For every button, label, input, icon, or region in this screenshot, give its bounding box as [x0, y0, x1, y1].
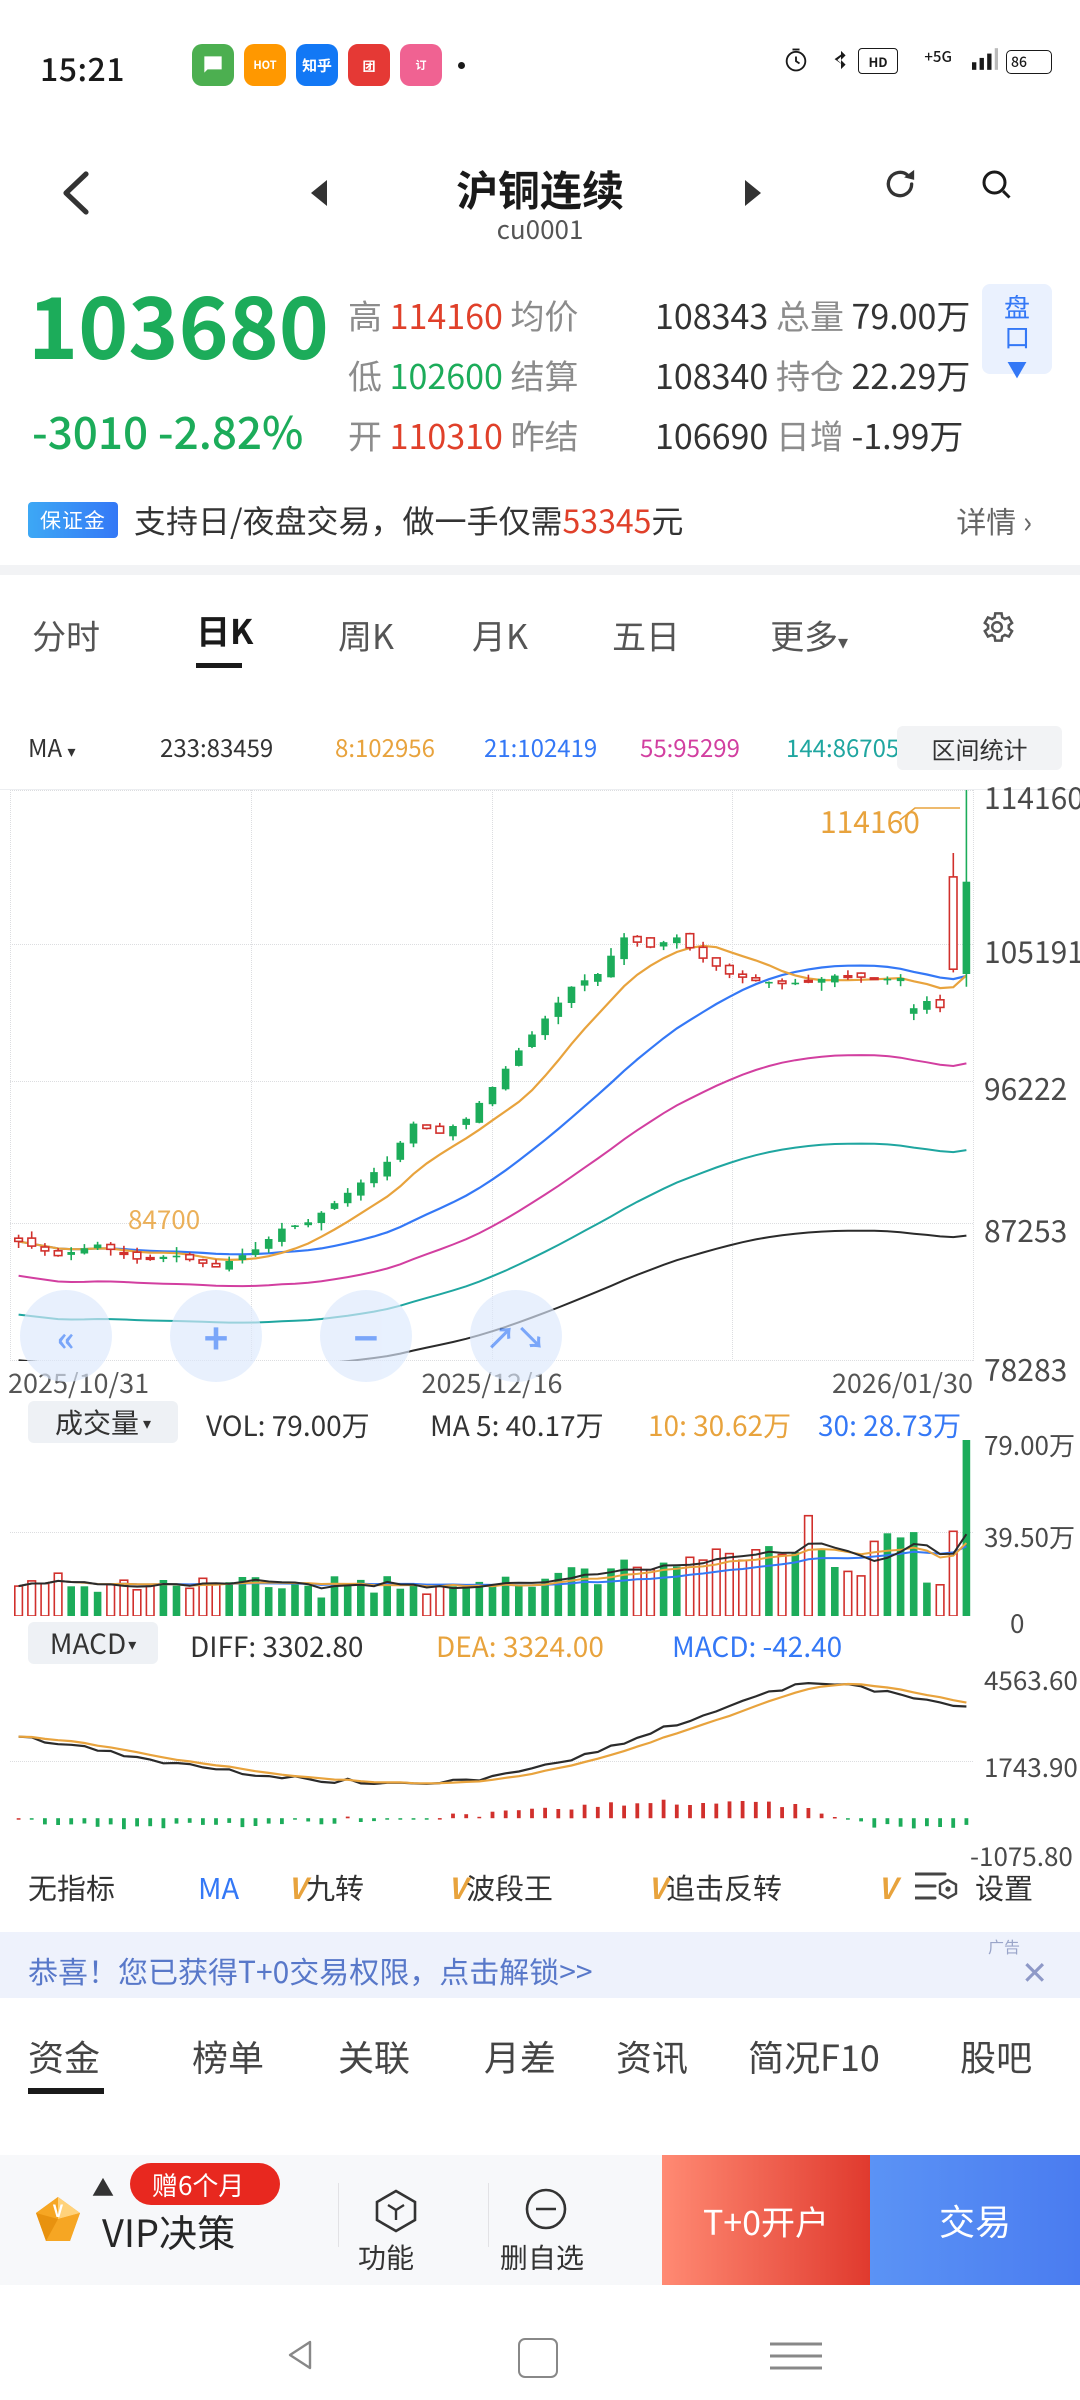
svg-text:V: V — [52, 2198, 63, 2222]
